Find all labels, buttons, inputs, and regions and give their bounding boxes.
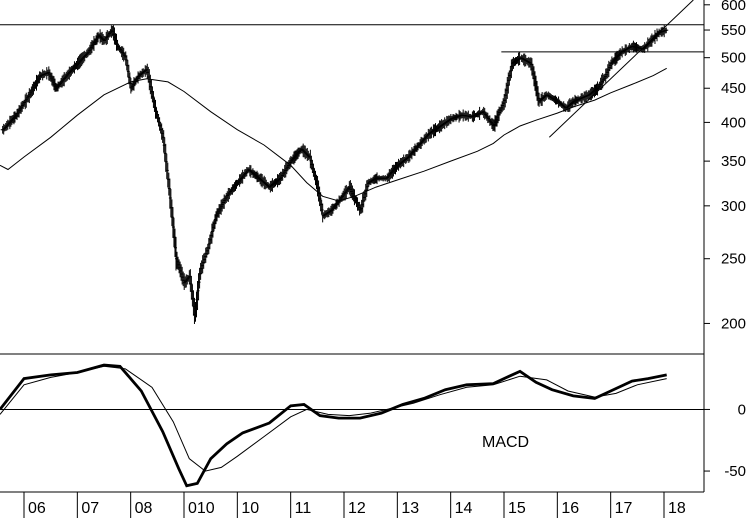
y-tick-label: 400 <box>721 114 746 131</box>
price-bar <box>664 27 669 34</box>
x-tick-label: 15 <box>508 500 526 517</box>
macd-y-tick-label: 0 <box>738 401 746 418</box>
macd-panel: MACD <box>0 363 704 488</box>
x-tick-label: 14 <box>455 500 473 517</box>
macd-y-tick-label: -50 <box>724 463 746 480</box>
x-tick-label: 17 <box>615 500 633 517</box>
trend-line <box>548 0 694 138</box>
x-tick-label: 12 <box>348 500 366 517</box>
x-tick-label: 010 <box>188 500 215 517</box>
y-tick-label: 350 <box>721 153 746 170</box>
macd-label: MACD <box>482 434 529 451</box>
moving-average-line <box>0 67 667 202</box>
x-tick-label: 08 <box>135 500 153 517</box>
x-tick-label: 06 <box>28 500 46 517</box>
y-tick-label: 600 <box>721 0 746 14</box>
y-tick-label: 450 <box>721 80 746 97</box>
y-ticks: 600 550 500 450 400 350 300 250 200 0 -50 <box>704 0 746 480</box>
x-tick-label: 11 <box>295 500 312 517</box>
y-tick-label: 250 <box>721 251 746 268</box>
y-tick-label: 300 <box>721 198 746 215</box>
price-panel <box>0 0 704 325</box>
x-tick-label: 07 <box>81 500 99 517</box>
x-tick-label: 16 <box>561 500 579 517</box>
y-tick-label: 550 <box>721 22 746 39</box>
y-tick-label: 500 <box>721 50 746 67</box>
x-tick-label: 10 <box>241 500 259 517</box>
macd-line <box>0 363 667 488</box>
price-bars <box>0 24 669 325</box>
x-ticks: 06 07 08 010 10 11 12 13 14 15 16 17 18 <box>23 492 686 518</box>
x-tick-label: 18 <box>668 500 686 517</box>
y-tick-label: 200 <box>721 315 746 332</box>
x-tick-label: 13 <box>401 500 419 517</box>
